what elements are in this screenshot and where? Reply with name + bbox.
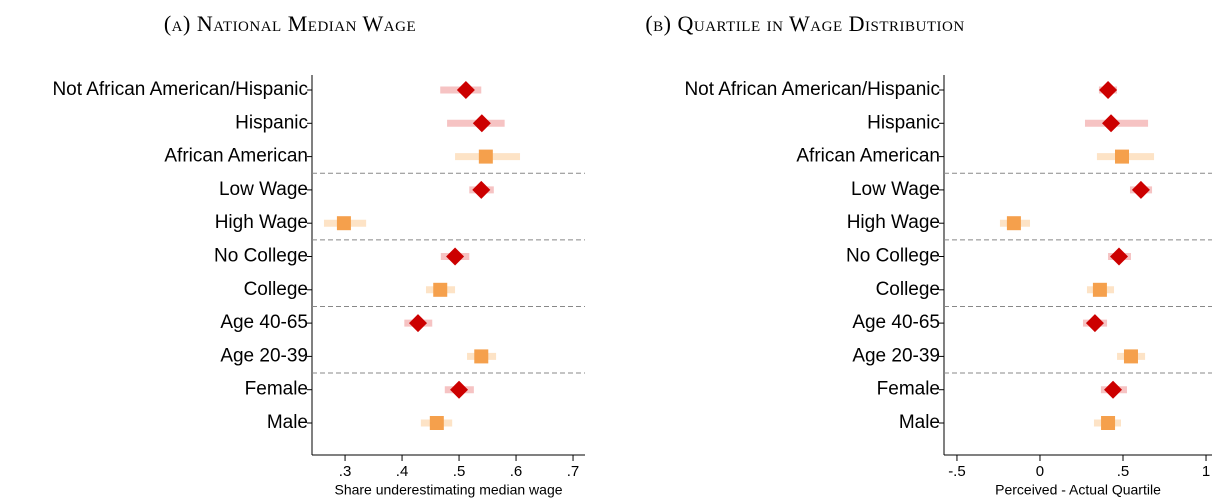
panel-title: (a) National Median Wage bbox=[164, 11, 416, 36]
point bbox=[1131, 180, 1150, 199]
x-tick-label: .7 bbox=[567, 463, 580, 480]
point bbox=[474, 349, 489, 364]
point bbox=[429, 416, 444, 430]
point bbox=[1110, 247, 1129, 266]
category-label: Age 20-39 bbox=[852, 345, 940, 366]
point bbox=[472, 180, 491, 199]
x-tick-label: 1 bbox=[1202, 463, 1210, 480]
category-label: African American bbox=[164, 146, 308, 167]
point bbox=[472, 114, 491, 133]
category-label: Low Wage bbox=[219, 179, 308, 200]
point bbox=[446, 247, 465, 266]
point bbox=[1006, 216, 1021, 231]
x-tick-label: .5 bbox=[1117, 463, 1130, 480]
x-axis-title: Perceived - Actual Quartile bbox=[995, 482, 1161, 498]
category-label: Female bbox=[877, 379, 940, 400]
x-tick-label: .5 bbox=[453, 463, 466, 480]
point bbox=[1085, 314, 1104, 333]
point bbox=[456, 81, 475, 99]
category-label: Age 20-39 bbox=[220, 345, 308, 366]
x-tick-label: 0 bbox=[1036, 463, 1044, 480]
point bbox=[478, 149, 493, 164]
x-tick-label: .6 bbox=[510, 463, 523, 480]
x-axis-title: Share underestimating median wage bbox=[334, 482, 562, 498]
category-label: Low Wage bbox=[851, 179, 940, 200]
point bbox=[450, 380, 469, 399]
point bbox=[1099, 81, 1118, 99]
category-label: African American bbox=[796, 146, 940, 167]
x-tick-label: -.5 bbox=[948, 463, 966, 480]
category-label: Not African American/Hispanic bbox=[52, 79, 308, 100]
category-label: Male bbox=[267, 412, 308, 433]
x-tick-label: .4 bbox=[396, 463, 409, 480]
point bbox=[1104, 380, 1123, 399]
point bbox=[409, 314, 428, 333]
category-label: Hispanic bbox=[235, 112, 308, 133]
point bbox=[1115, 149, 1130, 164]
category-label: College bbox=[244, 279, 308, 300]
point bbox=[336, 216, 351, 231]
category-label: Male bbox=[899, 412, 940, 433]
category-label: College bbox=[876, 279, 940, 300]
x-tick-label: .3 bbox=[339, 463, 352, 480]
point bbox=[1092, 282, 1107, 297]
category-label: Female bbox=[245, 379, 308, 400]
point bbox=[1102, 114, 1121, 133]
category-label: High Wage bbox=[847, 212, 940, 233]
category-label: No College bbox=[846, 246, 940, 267]
category-label: Age 40-65 bbox=[852, 312, 940, 333]
point bbox=[1123, 349, 1138, 364]
panel-title: (b) Quartile in Wage Distribution bbox=[645, 11, 964, 36]
point bbox=[1101, 416, 1116, 430]
category-label: High Wage bbox=[215, 212, 308, 233]
category-label: No College bbox=[214, 246, 308, 267]
category-label: Age 40-65 bbox=[220, 312, 308, 333]
category-label: Hispanic bbox=[867, 112, 940, 133]
point bbox=[433, 282, 448, 297]
category-label: Not African American/Hispanic bbox=[684, 79, 940, 100]
